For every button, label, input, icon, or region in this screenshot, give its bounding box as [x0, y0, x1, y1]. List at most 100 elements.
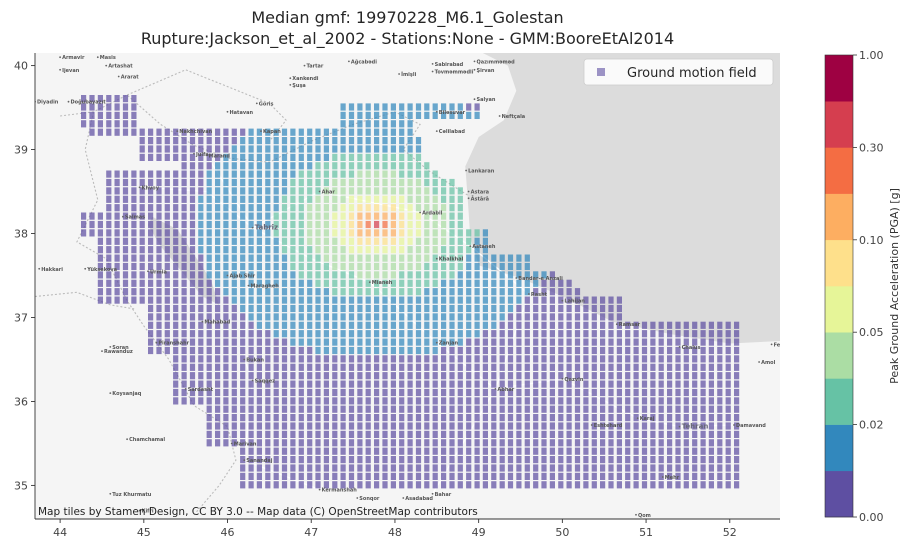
gmf-cell: [633, 388, 639, 397]
gmf-cell: [390, 338, 396, 346]
gmf-cell: [449, 271, 455, 279]
gmf-cell: [549, 296, 555, 304]
gmf-cell: [323, 346, 329, 355]
gmf-cell: [641, 456, 648, 464]
gmf-cell: [323, 372, 329, 380]
gmf-cell: [114, 204, 120, 212]
gmf-cell: [424, 187, 430, 195]
gmf-cell: [348, 363, 355, 371]
gmf-cell: [516, 464, 522, 472]
gmf-cell: [198, 304, 204, 313]
y-tick-label: 39: [14, 144, 28, 157]
gmf-cell: [106, 120, 112, 128]
gmf-cell: [507, 355, 514, 363]
gmf-cell: [591, 321, 597, 329]
gmf-cell: [399, 422, 405, 430]
gmf-cell: [290, 388, 296, 397]
gmf-cell: [248, 128, 254, 136]
gmf-cell: [491, 330, 497, 338]
gmf-cell: [507, 439, 514, 447]
gmf-cell: [114, 229, 120, 237]
place-dot: [435, 257, 438, 260]
gmf-cell: [424, 380, 430, 388]
gmf-cell: [156, 254, 162, 262]
gmf-cell: [148, 313, 154, 321]
gmf-cell: [290, 187, 296, 195]
gmf-cell: [549, 330, 555, 338]
gmf-cell: [281, 397, 288, 405]
gmf-cell: [357, 338, 363, 346]
gmf-cell: [223, 414, 229, 422]
place-label: Nakhchivan: [179, 129, 212, 135]
gmf-cell: [131, 204, 137, 212]
gmf-cell: [650, 380, 656, 388]
gmf-cell: [407, 388, 413, 397]
gmf-cell: [415, 321, 422, 329]
gmf-cell: [449, 472, 455, 480]
gmf-cell: [390, 330, 396, 338]
gmf-cell: [206, 262, 212, 271]
gmf-cell: [114, 178, 120, 187]
gmf-cell: [323, 430, 329, 438]
gmf-cell: [616, 481, 622, 489]
gmf-cell: [725, 447, 731, 455]
gmf-cell: [516, 472, 522, 480]
gmf-cell: [181, 187, 187, 195]
gmf-cell: [382, 330, 388, 338]
gmf-cell: [424, 338, 430, 346]
gmf-cell: [298, 414, 304, 422]
gmf-cell: [457, 254, 463, 262]
gmf-cell: [407, 137, 413, 145]
place-dot: [289, 77, 292, 80]
gmf-cell: [415, 195, 422, 203]
gmf-cell: [97, 128, 103, 136]
gmf-cell: [675, 456, 681, 464]
gmf-cell: [491, 464, 497, 472]
gmf-cell: [457, 204, 463, 212]
gmf-cell: [307, 271, 313, 279]
gmf-cell: [608, 430, 614, 438]
place-dot: [255, 102, 258, 105]
gmf-cell: [424, 388, 430, 397]
gmf-cell: [491, 372, 497, 380]
gmf-cell: [574, 447, 581, 455]
gmf-cell: [457, 464, 463, 472]
gmf-cell: [734, 456, 740, 464]
gmf-cell: [432, 313, 438, 321]
gmf-cell: [692, 414, 698, 422]
gmf-cell: [717, 363, 723, 371]
gmf-cell: [290, 262, 296, 271]
gmf-cell: [591, 346, 597, 355]
gmf-cell: [231, 162, 237, 170]
gmf-cell: [382, 178, 388, 187]
gmf-cell: [181, 262, 187, 271]
gmf-cell: [256, 220, 262, 229]
gmf-cell: [240, 481, 246, 489]
gmf-cell: [332, 472, 338, 480]
gmf-cell: [106, 212, 112, 220]
gmf-cell: [357, 313, 363, 321]
gmf-cell: [407, 271, 413, 279]
gmf-cell: [415, 363, 422, 371]
gmf-cell: [474, 246, 480, 254]
gmf-cell: [407, 372, 413, 380]
gmf-cell: [340, 346, 346, 355]
gmf-cell: [424, 363, 430, 371]
gmf-cell: [675, 430, 681, 438]
gmf-cell: [198, 262, 204, 271]
gmf-cell: [106, 103, 112, 111]
gmf-cell: [441, 397, 447, 405]
gmf-cell: [432, 372, 438, 380]
gmf-cell: [181, 313, 187, 321]
gmf-cell: [415, 262, 422, 271]
gmf-cell: [449, 279, 455, 287]
gmf-cell: [407, 220, 413, 229]
gmf-cell: [332, 464, 338, 472]
place-label: Ararat: [121, 75, 140, 81]
gmf-cell: [340, 153, 346, 161]
gmf-cell: [323, 405, 329, 413]
gmf-cell: [323, 472, 329, 480]
place-label: Cəlilabad: [439, 129, 466, 135]
gmf-cell: [139, 246, 145, 254]
gmf-cell: [432, 464, 438, 472]
